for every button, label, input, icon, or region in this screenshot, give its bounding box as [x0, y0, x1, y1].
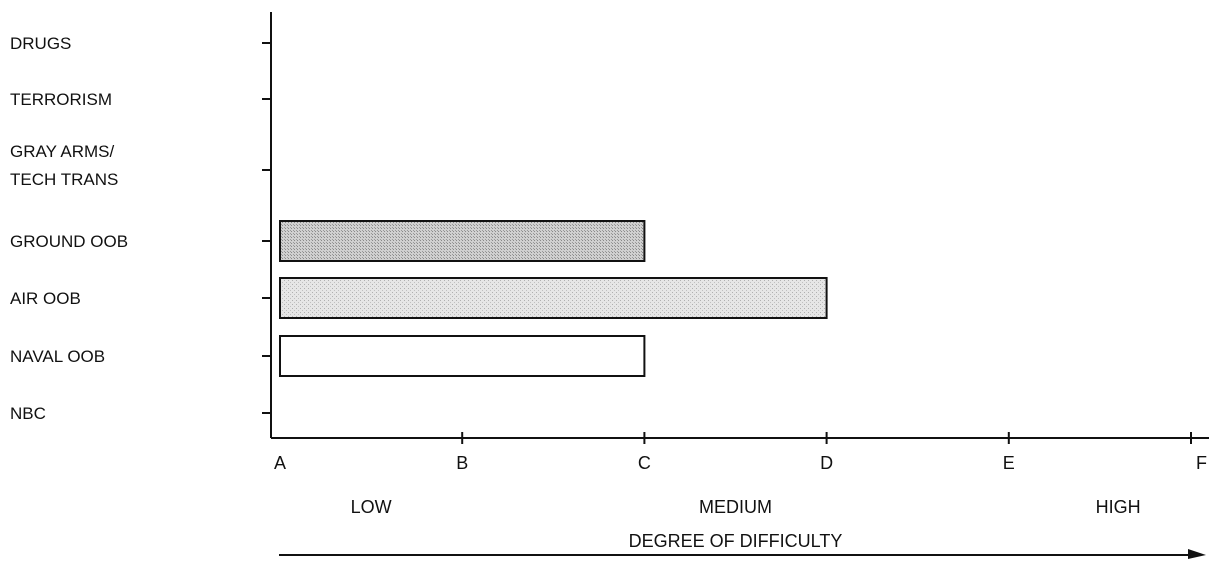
x-tick-label-a: A: [274, 453, 286, 473]
y-tick-label-ground-oob: GROUND OOB: [10, 232, 128, 251]
x-tick-label-b: B: [456, 453, 468, 473]
bar-air-oob: [279, 277, 828, 319]
y-tick-label-gray-arms-tech-trans: GRAY ARMS/TECH TRANS: [10, 142, 118, 189]
y-tick-label-line: GRAY ARMS/: [10, 142, 115, 161]
difficulty-arrowhead: [1188, 549, 1206, 559]
y-tick-label-naval-oob: NAVAL OOB: [10, 347, 105, 366]
labels-layer: DRUGS TERRORISM GRAY ARMS/TECH TRANS GROUND…: [10, 34, 1207, 551]
x-tick-label-f: F: [1196, 453, 1207, 473]
y-tick-label-air-oob: AIR OOB: [10, 289, 81, 308]
x-tick-label-c: C: [638, 453, 651, 473]
x-tick-label-d: D: [820, 453, 833, 473]
y-tick-label-nbc: NBC: [10, 404, 46, 423]
level-label-low: LOW: [351, 497, 392, 517]
level-label-medium: MEDIUM: [699, 497, 772, 517]
y-tick-label-terrorism: TERRORISM: [10, 90, 112, 109]
bars-layer: [279, 220, 828, 377]
bar-naval-oob: [279, 335, 646, 377]
y-tick-label-line: TECH TRANS: [10, 170, 118, 189]
axes-layer: [262, 12, 1209, 559]
x-tick-label-e: E: [1003, 453, 1015, 473]
x-axis-title: DEGREE OF DIFFICULTY: [629, 531, 843, 551]
bar-ground-oob: [279, 220, 646, 262]
y-tick-label-drugs: DRUGS: [10, 34, 71, 53]
level-label-high: HIGH: [1096, 497, 1141, 517]
